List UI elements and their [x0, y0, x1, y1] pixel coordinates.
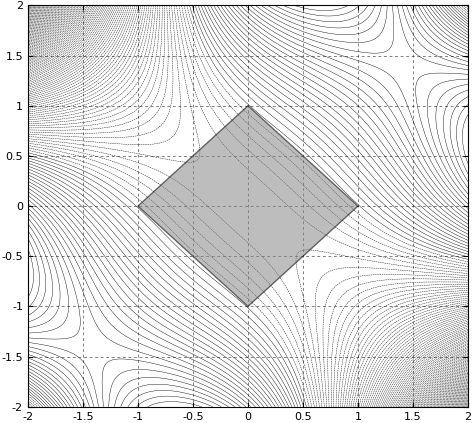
Polygon shape — [138, 106, 358, 306]
